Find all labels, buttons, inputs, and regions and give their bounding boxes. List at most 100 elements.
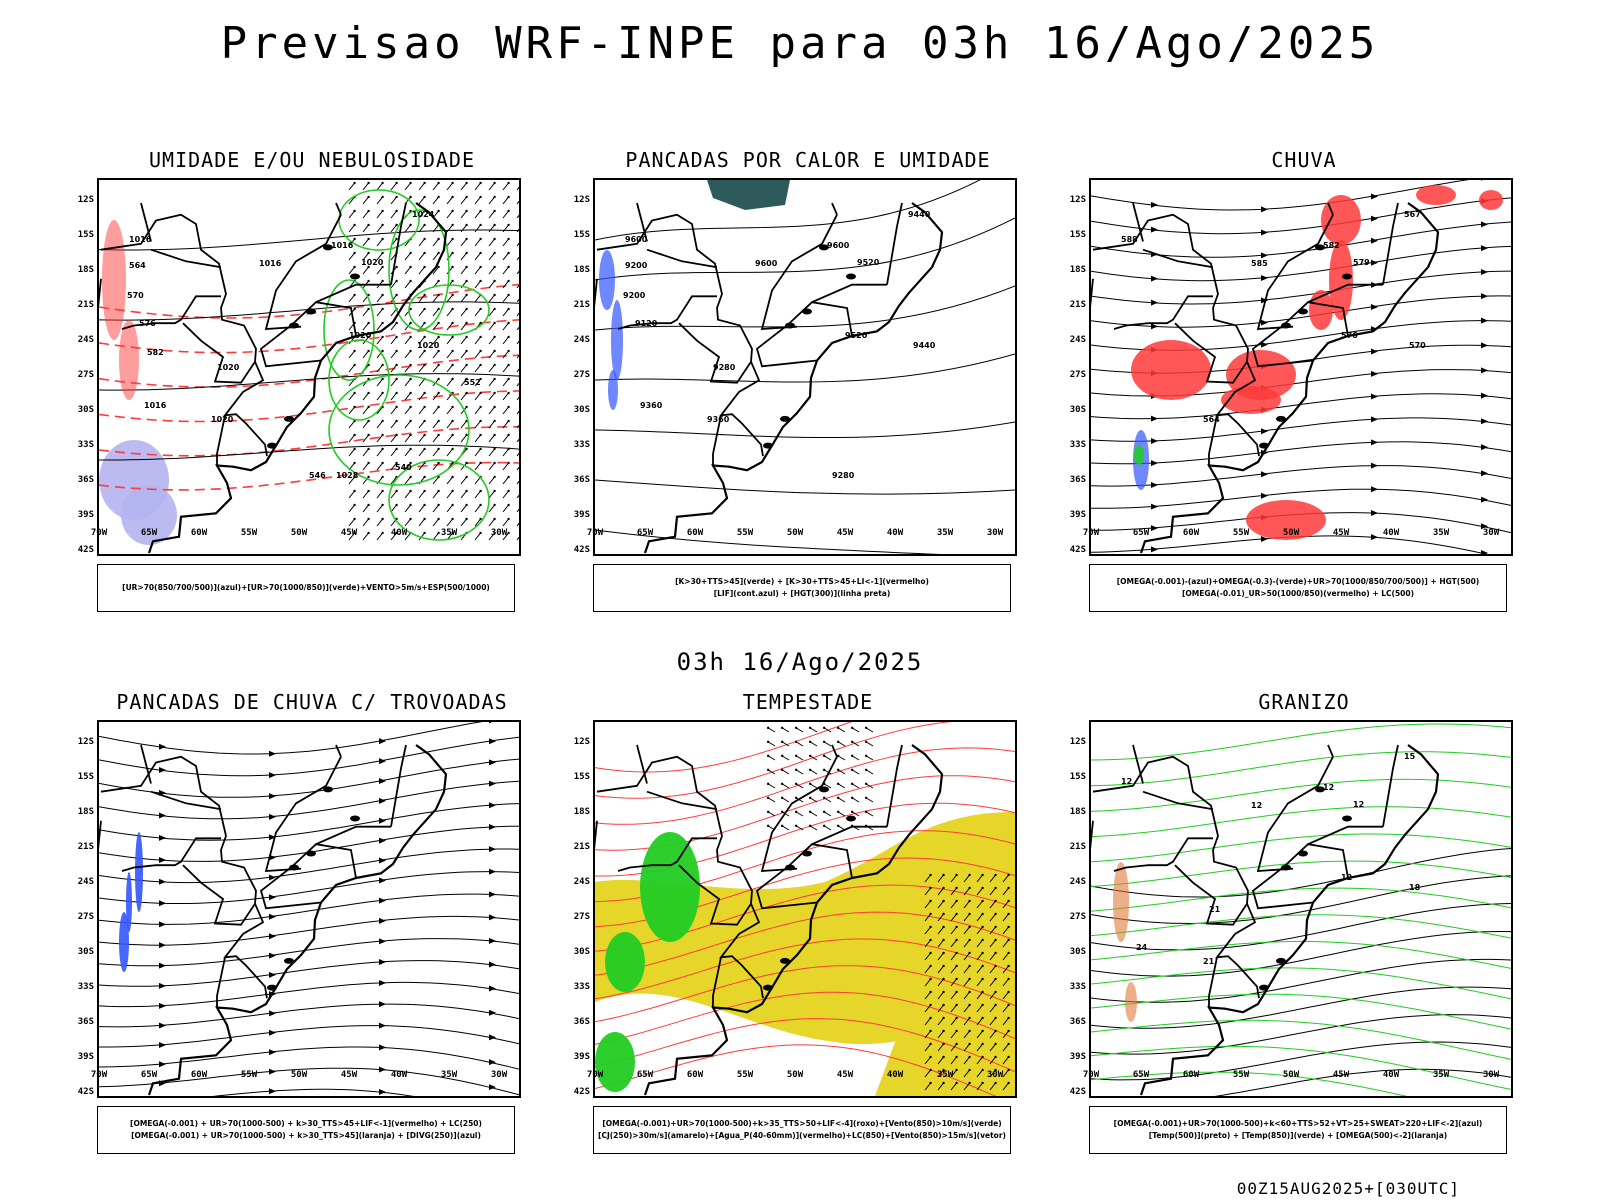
wind-vector-head bbox=[437, 307, 440, 311]
wind-vector bbox=[963, 939, 970, 948]
wind-vector bbox=[390, 350, 397, 359]
wind-vector bbox=[963, 900, 970, 909]
wind-vector-head bbox=[367, 419, 370, 423]
wind-vector bbox=[488, 308, 495, 317]
streamline bbox=[99, 736, 519, 777]
wind-vector bbox=[502, 518, 509, 527]
wind-vector bbox=[362, 490, 369, 499]
lake bbox=[802, 308, 812, 315]
streamline-arrow bbox=[379, 979, 386, 986]
wind-vector-head bbox=[381, 293, 384, 297]
lif-contour-blue bbox=[599, 250, 615, 310]
wind-vector-head bbox=[794, 726, 798, 730]
contour-label: 588 bbox=[1121, 235, 1138, 244]
border-line bbox=[886, 744, 903, 827]
wind-vector bbox=[488, 336, 495, 345]
wind-vector-head bbox=[1007, 1081, 1010, 1085]
wind-vector bbox=[418, 210, 425, 219]
streamline-arrow bbox=[159, 878, 166, 885]
wind-vector-head bbox=[367, 195, 370, 199]
wind-vector bbox=[963, 1017, 970, 1026]
wind-vector-head bbox=[353, 517, 356, 521]
latitude-label: 24S bbox=[77, 877, 94, 887]
wind-vector-head bbox=[968, 873, 971, 877]
wind-vector bbox=[963, 1069, 970, 1078]
wind-vector-head bbox=[381, 503, 384, 507]
wind-vector bbox=[963, 1043, 970, 1052]
humidity-red-area bbox=[119, 320, 139, 400]
wind-vector bbox=[937, 900, 944, 909]
longitude-label: 35W bbox=[936, 528, 954, 538]
wind-vector bbox=[390, 280, 397, 289]
wind-vector-head bbox=[955, 886, 958, 890]
wind-vector-head bbox=[423, 181, 426, 185]
wind-vector-head bbox=[864, 754, 868, 758]
wind-vector bbox=[823, 783, 832, 789]
wind-vector-head bbox=[479, 307, 482, 311]
wind-vector-head bbox=[968, 938, 971, 942]
wind-vector bbox=[432, 336, 439, 345]
streamline-arrow bbox=[1481, 180, 1483, 181]
wind-vector bbox=[348, 364, 355, 373]
wind-vector-head bbox=[794, 754, 798, 758]
wind-vector-head bbox=[437, 447, 440, 451]
wind-vector-head bbox=[437, 405, 440, 409]
wind-vector bbox=[488, 364, 495, 373]
wind-vector-head bbox=[968, 1081, 971, 1085]
latitude-label: 15S bbox=[1069, 772, 1086, 782]
latitude-label: 24S bbox=[1069, 335, 1086, 345]
wind-vector-head bbox=[423, 349, 426, 353]
latitude-label: 30S bbox=[1069, 947, 1086, 957]
wind-vector bbox=[989, 1004, 996, 1013]
streamline-arrow bbox=[1481, 245, 1488, 252]
wind-vector bbox=[516, 522, 519, 527]
latitude-label: 42S bbox=[573, 1087, 590, 1097]
wind-vector-head bbox=[981, 886, 984, 890]
wind-vector-head bbox=[929, 886, 932, 890]
wind-vector bbox=[474, 252, 481, 261]
wind-vector bbox=[809, 783, 818, 789]
streamline bbox=[595, 722, 1015, 799]
wind-vector-head bbox=[864, 796, 868, 800]
legend-line: [K>30+TTS>45](verde) + [K>30+TTS>45+LI<-… bbox=[675, 577, 929, 586]
contour-label: 12 bbox=[1323, 783, 1334, 792]
wind-vector bbox=[823, 825, 832, 831]
wind-vector bbox=[488, 434, 495, 443]
wind-vector bbox=[446, 238, 453, 247]
streamline-arrow bbox=[159, 812, 166, 819]
lake bbox=[819, 786, 829, 793]
streamline-arrow bbox=[159, 921, 166, 928]
wind-vector bbox=[446, 182, 453, 191]
legend-line: [OMEGA(-0.001) + UR>70(1000-500) + k>30_… bbox=[131, 1131, 481, 1140]
wind-vector bbox=[1002, 1069, 1009, 1078]
wind-vector-head bbox=[929, 990, 932, 994]
wind-vector-head bbox=[955, 951, 958, 955]
streamline bbox=[99, 354, 519, 388]
wind-vector-head bbox=[808, 810, 812, 814]
wind-vector-head bbox=[367, 349, 370, 353]
contour-label: 9600 bbox=[625, 235, 648, 244]
contour-label: 1020 bbox=[361, 258, 384, 267]
wind-vector-head bbox=[929, 1003, 932, 1007]
streamline bbox=[1091, 967, 1511, 1000]
wind-vector-head bbox=[451, 335, 454, 339]
wind-vector bbox=[516, 270, 519, 275]
lif-contour-blue bbox=[608, 370, 618, 410]
longitude-label: 60W bbox=[686, 528, 704, 538]
jet-core-yellow-2 bbox=[875, 1022, 1015, 1096]
wind-vector bbox=[432, 392, 439, 401]
wind-vector-head bbox=[409, 419, 412, 423]
streamline-arrow bbox=[1481, 269, 1488, 276]
streamline-arrow bbox=[489, 802, 496, 809]
wind-vector bbox=[348, 518, 355, 527]
wind-vector-head bbox=[929, 912, 932, 916]
wind-vector-head bbox=[507, 419, 510, 423]
wind-vector bbox=[516, 536, 519, 541]
streamline-arrow bbox=[1261, 275, 1268, 282]
wind-vector-head bbox=[353, 181, 356, 185]
wind-vector-head bbox=[479, 433, 482, 437]
streamline-arrow bbox=[1261, 229, 1268, 236]
wind-vector bbox=[376, 378, 383, 387]
streamline-arrow bbox=[1371, 259, 1378, 266]
contour-label: 9120 bbox=[635, 319, 658, 328]
